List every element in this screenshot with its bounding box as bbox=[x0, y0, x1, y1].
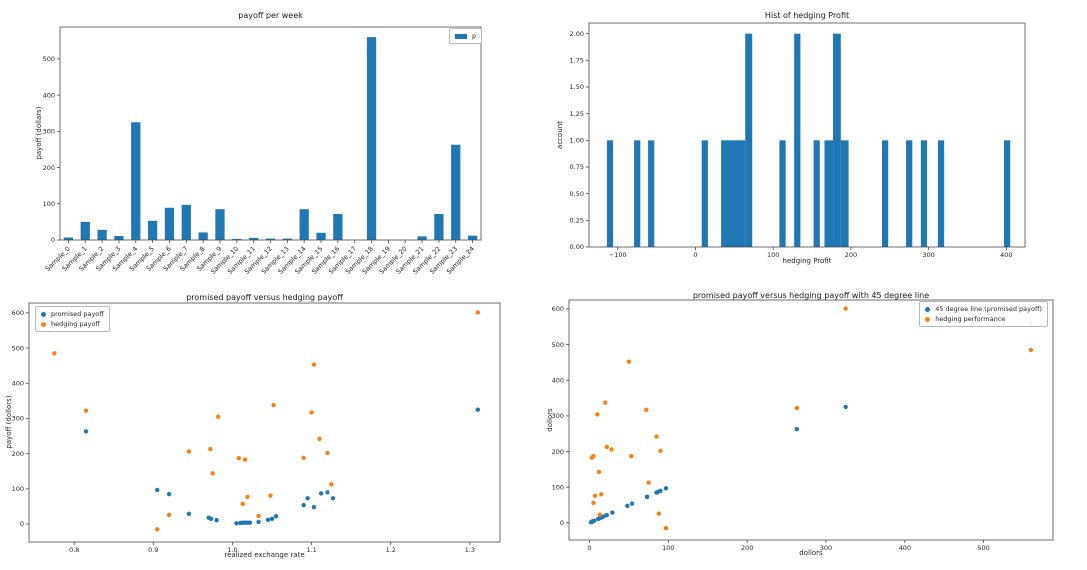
svg-text:1.1: 1.1 bbox=[306, 546, 316, 554]
svg-text:400: 400 bbox=[899, 544, 911, 552]
svg-text:0.75: 0.75 bbox=[570, 163, 584, 171]
panel-promised-vs-hedging-45: 0 100 200 300 400 500 600 0 100 200 300 400 500 prom… bbox=[543, 285, 1087, 570]
svg-text:0.50: 0.50 bbox=[570, 190, 584, 198]
svg-text:100: 100 bbox=[662, 544, 674, 552]
legend: 45 degree line (promised payoff) hedging… bbox=[919, 301, 1048, 327]
svg-text:300: 300 bbox=[12, 415, 24, 423]
legend-swatch bbox=[925, 316, 931, 322]
svg-text:600: 600 bbox=[12, 309, 24, 317]
svg-text:300: 300 bbox=[552, 412, 564, 420]
x-axis-label: hedging Profit bbox=[782, 257, 832, 265]
panel-payoff-per-week: 0 100 200 300 400 500 Sample_0 Sample_1 Sample_2… bbox=[0, 0, 543, 285]
svg-text:−100: −100 bbox=[609, 251, 627, 259]
svg-text:500: 500 bbox=[977, 544, 989, 552]
legend-item: p bbox=[455, 32, 476, 40]
legend-label: p bbox=[472, 32, 477, 40]
legend-swatch bbox=[41, 321, 46, 327]
legend-item: hedging performance bbox=[925, 315, 1042, 323]
legend-label: hedging payoff bbox=[51, 320, 100, 328]
legend-label: promised payoff bbox=[51, 310, 104, 318]
svg-text:100: 100 bbox=[552, 483, 564, 491]
promised-vs-hedging-45-plot: 0 100 200 300 400 500 600 0 100 200 300 400 500 bbox=[552, 299, 1054, 552]
legend-label: hedging performance bbox=[935, 315, 1006, 323]
svg-text:400: 400 bbox=[552, 376, 564, 384]
y-axis-label: payoff (dollars) bbox=[35, 106, 43, 160]
svg-text:400: 400 bbox=[1000, 251, 1012, 259]
x-axis-label: realized exchange rate bbox=[224, 551, 305, 559]
svg-text:100: 100 bbox=[767, 251, 779, 259]
legend: p bbox=[449, 28, 483, 44]
svg-text:200: 200 bbox=[552, 448, 564, 456]
x-axis-label: dollors bbox=[799, 549, 823, 557]
svg-text:0: 0 bbox=[51, 236, 55, 244]
svg-text:400: 400 bbox=[43, 91, 55, 99]
chart-title: payoff per week bbox=[238, 11, 303, 20]
chart-title: promised payoff versus hedging payoff wi… bbox=[692, 291, 930, 300]
legend-label: 45 degree line (promised payoff) bbox=[935, 305, 1042, 313]
svg-text:0.8: 0.8 bbox=[69, 546, 79, 554]
svg-text:1.75: 1.75 bbox=[570, 57, 584, 65]
svg-text:0: 0 bbox=[693, 251, 697, 259]
svg-text:300: 300 bbox=[43, 128, 55, 136]
svg-text:1.00: 1.00 bbox=[570, 137, 584, 145]
svg-text:500: 500 bbox=[552, 341, 564, 349]
svg-text:1.25: 1.25 bbox=[570, 110, 584, 118]
legend: promised payoff hedging payoff bbox=[35, 306, 110, 332]
promised-vs-hedging-plot: 0 100 200 300 400 500 600 0.8 0.9 1.0 1.1 1.2 1.3 bbox=[12, 302, 501, 554]
chart-title: Hist of hedging Profit bbox=[764, 11, 850, 20]
legend-swatch bbox=[925, 306, 931, 312]
svg-text:0: 0 bbox=[587, 544, 591, 552]
legend-item: 45 degree line (promised payoff) bbox=[925, 305, 1042, 313]
legend-item: promised payoff bbox=[41, 310, 104, 318]
svg-text:0: 0 bbox=[560, 519, 564, 527]
legend-swatch bbox=[455, 33, 467, 39]
svg-text:0: 0 bbox=[20, 520, 24, 528]
svg-text:500: 500 bbox=[12, 344, 24, 352]
chart-title: promised payoff versus hedging payoff bbox=[186, 293, 343, 302]
y-axis-label: account bbox=[556, 121, 564, 149]
svg-text:300: 300 bbox=[820, 544, 832, 552]
svg-text:500: 500 bbox=[43, 55, 55, 63]
svg-text:2.00: 2.00 bbox=[570, 30, 584, 38]
hist-hedging-profit-plot: 0.00 0.25 0.50 0.75 1.00 1.25 1.50 1.75 2.00 −100… bbox=[570, 22, 1026, 259]
y-axis-label: dollors bbox=[546, 408, 554, 432]
legend-swatch bbox=[41, 311, 46, 317]
svg-text:0.9: 0.9 bbox=[148, 546, 158, 554]
svg-text:200: 200 bbox=[741, 544, 753, 552]
legend-item: hedging payoff bbox=[41, 320, 104, 328]
svg-text:1.3: 1.3 bbox=[465, 546, 475, 554]
svg-text:0.25: 0.25 bbox=[570, 217, 584, 225]
payoff-per-week-plot: 0100200300400500Sample_0Sample_1Sample_2… bbox=[43, 26, 482, 276]
svg-text:200: 200 bbox=[845, 251, 857, 259]
svg-text:400: 400 bbox=[12, 379, 24, 387]
svg-text:1.0: 1.0 bbox=[227, 546, 237, 554]
svg-text:100: 100 bbox=[12, 485, 24, 493]
svg-text:0.00: 0.00 bbox=[570, 243, 584, 251]
svg-text:100: 100 bbox=[43, 200, 55, 208]
svg-text:200: 200 bbox=[43, 164, 55, 172]
svg-text:600: 600 bbox=[552, 305, 564, 313]
panel-hist-hedging-profit: 0.00 0.25 0.50 0.75 1.00 1.25 1.50 1.75 2.00 −100… bbox=[543, 0, 1087, 285]
svg-text:300: 300 bbox=[922, 251, 934, 259]
svg-text:1.50: 1.50 bbox=[570, 83, 584, 91]
y-axis-label: payoff (dollors) bbox=[5, 395, 13, 449]
panel-promised-vs-hedging: 0 100 200 300 400 500 600 0.8 0.9 1.0 1.1 1.2 1.3 pr… bbox=[0, 285, 543, 570]
svg-text:200: 200 bbox=[12, 450, 24, 458]
svg-text:1.2: 1.2 bbox=[386, 546, 396, 554]
